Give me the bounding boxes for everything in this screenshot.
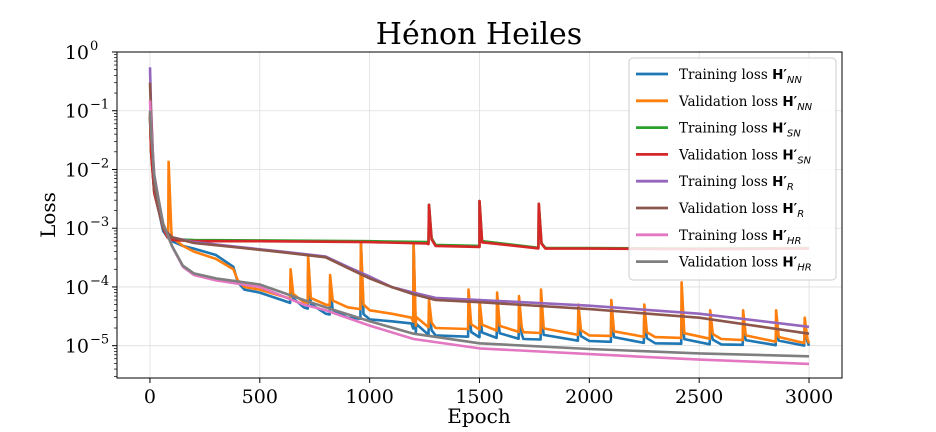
y-tick-exponent: −1 — [90, 98, 109, 113]
series-lines — [148, 67, 811, 366]
y-tick-exponent: −5 — [90, 333, 109, 348]
legend: Training loss H′NN Validation loss H′NN Tr… — [628, 57, 837, 281]
y-tick-exponent: −3 — [90, 215, 109, 230]
chart-title: Hénon Heiles — [376, 17, 582, 52]
legend-entry: Validation loss H′SN — [678, 147, 812, 166]
x-tick-label: 2000 — [565, 386, 613, 408]
y-tick-exponent: −4 — [90, 274, 109, 289]
y-tick-label: 10 — [65, 336, 89, 358]
y-tick-label: 10 — [65, 218, 89, 240]
y-tick-label: 10 — [65, 159, 89, 181]
x-tick-label: 0 — [144, 386, 156, 408]
legend-entry: Training loss H′HR — [679, 228, 801, 247]
x-tick-label: 500 — [242, 386, 278, 408]
y-axis-label: Loss — [36, 192, 60, 238]
legend-entry: Validation loss H′NN — [678, 94, 813, 113]
y-tick-exponent: 0 — [90, 39, 98, 54]
legend-entry: Training loss H′NN — [679, 67, 802, 86]
legend-entry: Validation loss H′HR — [678, 255, 812, 274]
legend-entry: Training loss H′R — [679, 174, 794, 193]
x-tick-label: 1000 — [345, 386, 393, 408]
x-tick-label: 1500 — [455, 386, 503, 408]
legend-entry: Training loss H′SN — [679, 121, 801, 140]
x-axis-label: Epoch — [447, 404, 511, 428]
x-tick-label: 3000 — [785, 386, 833, 408]
legend-entry: Validation loss H′R — [678, 201, 804, 220]
y-tick-label: 10 — [65, 101, 89, 123]
x-axis: 0 500 1000 1500 2000 2500 3000 — [144, 378, 833, 408]
x-tick-label: 2500 — [675, 386, 723, 408]
y-tick-label: 10 — [65, 277, 89, 299]
y-tick-label: 10 — [65, 42, 89, 64]
series-line-5 — [148, 82, 810, 335]
y-tick-exponent: −2 — [90, 156, 109, 171]
series-line-7 — [148, 110, 810, 358]
legend-box — [628, 57, 837, 281]
